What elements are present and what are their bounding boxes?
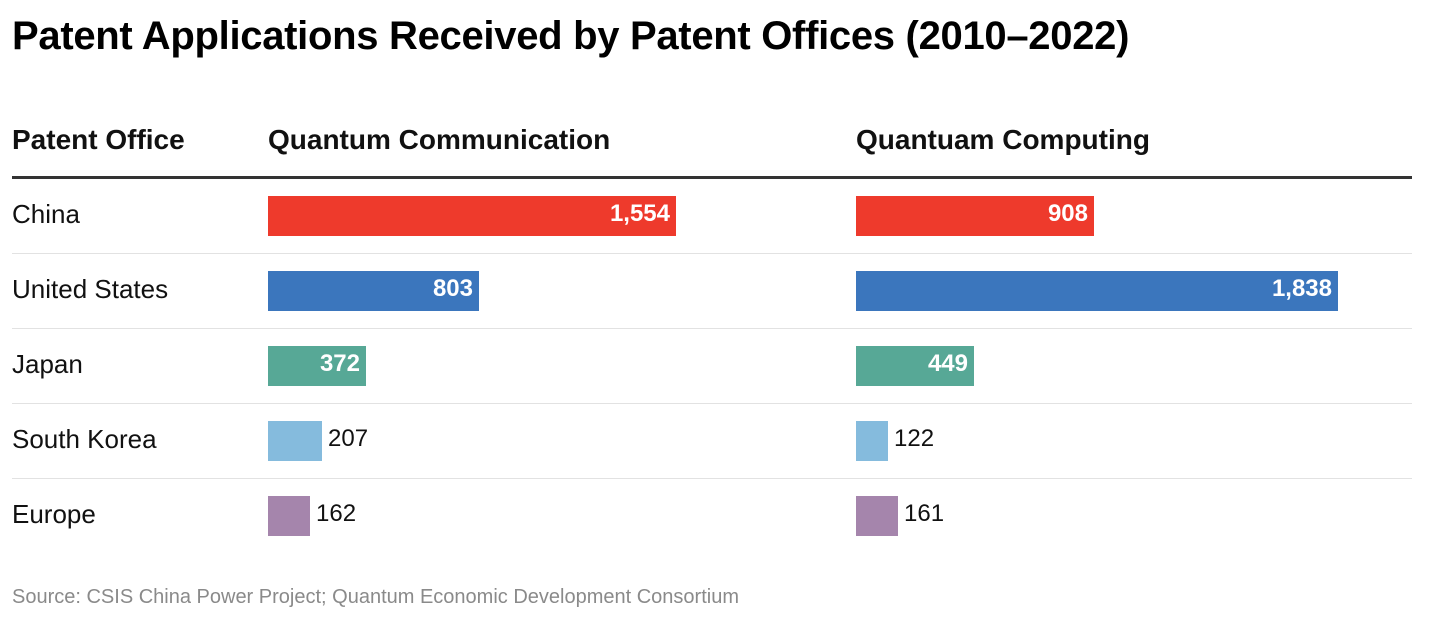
- value-label-communication-japan: 372: [319, 350, 360, 377]
- row-label-europe: Europe: [12, 499, 96, 529]
- source-note: Source: CSIS China Power Project; Quantu…: [12, 586, 739, 608]
- bar-communication-united-states: [268, 271, 479, 311]
- table-row: Europe 162 161: [12, 479, 1412, 553]
- bar-computing-europe: [856, 496, 898, 536]
- column-header-office: Patent Office: [12, 124, 185, 155]
- bar-computing-japan: [856, 346, 974, 386]
- bar-communication-south-korea: [268, 421, 322, 461]
- row-label-united-states: United States: [12, 274, 169, 304]
- bar-computing-united-states: [856, 271, 1338, 311]
- table-row: United States 803 1,838: [12, 254, 1412, 329]
- column-header-communication: Quantum Communication: [268, 124, 611, 155]
- value-label-communication-europe: 162: [316, 500, 357, 527]
- bar-communication-china: [268, 196, 676, 236]
- value-label-computing-japan: 449: [927, 350, 968, 377]
- bar-table: Patent Office Quantum Communication Quan…: [12, 100, 1412, 553]
- table-row: China 1,554 908: [12, 179, 1412, 254]
- table-body: China 1,554 908 United States 803 1,838 Japan 3…: [12, 179, 1412, 553]
- value-label-computing-europe: 161: [904, 500, 945, 527]
- value-label-communication-china: 1,554: [609, 200, 670, 227]
- bar-communication-japan: [268, 346, 366, 386]
- bar-communication-europe: [268, 496, 310, 536]
- value-label-computing-china: 908: [1047, 200, 1088, 227]
- column-header-computing: Quantuam Computing: [856, 124, 1150, 155]
- row-label-china: China: [12, 199, 80, 229]
- table-row: Japan 372 449: [12, 329, 1412, 404]
- value-label-communication-united-states: 803: [432, 275, 473, 302]
- bar-computing-china: [856, 196, 1094, 236]
- row-label-south-korea: South Korea: [12, 424, 157, 454]
- row-label-japan: Japan: [12, 349, 83, 379]
- table-row: South Korea 207 122: [12, 404, 1412, 479]
- value-label-computing-south-korea: 122: [894, 425, 935, 452]
- bar-computing-south-korea: [856, 421, 888, 461]
- table-header: Patent Office Quantum Communication Quan…: [12, 100, 1412, 179]
- value-label-computing-united-states: 1,838: [1271, 275, 1332, 302]
- chart-title: Patent Applications Received by Patent O…: [12, 14, 1130, 58]
- value-label-communication-south-korea: 207: [328, 425, 369, 452]
